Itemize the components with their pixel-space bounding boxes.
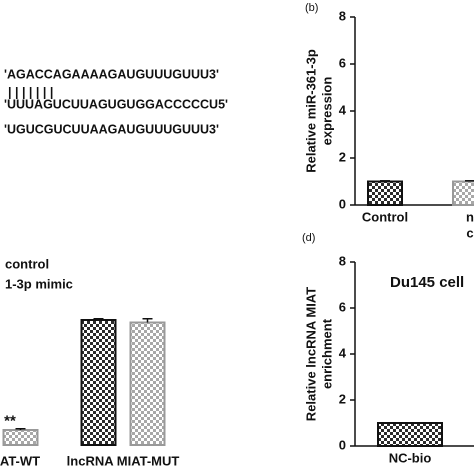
x-tick-label: Control bbox=[362, 209, 408, 224]
legend-label: control bbox=[5, 256, 49, 271]
y-tick-label: 2 bbox=[339, 149, 346, 164]
y-axis-label: enrichment bbox=[319, 318, 334, 389]
bar bbox=[452, 180, 474, 206]
y-tick-label: 8 bbox=[339, 253, 346, 268]
y-tick-label: 4 bbox=[339, 102, 347, 117]
bar bbox=[80, 319, 117, 446]
legend-label: 1-3p mimic bbox=[5, 276, 73, 291]
y-axis-label: Relative lncRNA MIAT bbox=[303, 287, 318, 421]
y-tick-label: 6 bbox=[339, 55, 346, 70]
sequence: 'UUUAGUCUUAGUGUGGACCCCCU5' bbox=[4, 97, 228, 111]
x-tick-label: c bbox=[466, 225, 473, 240]
y-tick-label: 0 bbox=[339, 437, 346, 452]
panel-label: (d) bbox=[302, 232, 315, 244]
y-tick-label: 4 bbox=[339, 345, 347, 360]
y-axis-label: expression bbox=[319, 77, 334, 146]
significance: ** bbox=[4, 413, 16, 430]
chart-title: Du145 cell bbox=[390, 274, 464, 291]
pairing: | | | | | | | bbox=[8, 85, 53, 99]
sequence: 'UGUCGUCUUAAGAUGUUUGUUU3' bbox=[4, 122, 219, 136]
y-tick-label: 8 bbox=[339, 8, 346, 23]
sequence: 'AGACCAGAAAAGAUGUUUGUUU3' bbox=[4, 67, 219, 81]
bar bbox=[2, 429, 39, 446]
x-tick-label: AT-WT bbox=[0, 453, 40, 468]
y-tick-label: 0 bbox=[339, 196, 346, 211]
x-tick-label: lncRNA MIAT-MUT bbox=[67, 453, 180, 468]
panel-label: (b) bbox=[305, 2, 318, 14]
y-axis-label: Relative miR-361-3p bbox=[303, 49, 318, 173]
x-tick-label: NC-bio bbox=[389, 450, 432, 465]
y-tick-label: 6 bbox=[339, 299, 346, 314]
y-tick-label: 2 bbox=[339, 391, 346, 406]
bar bbox=[377, 422, 443, 447]
bar bbox=[367, 180, 403, 206]
bar bbox=[129, 321, 166, 446]
x-tick-label: n bbox=[466, 209, 474, 224]
